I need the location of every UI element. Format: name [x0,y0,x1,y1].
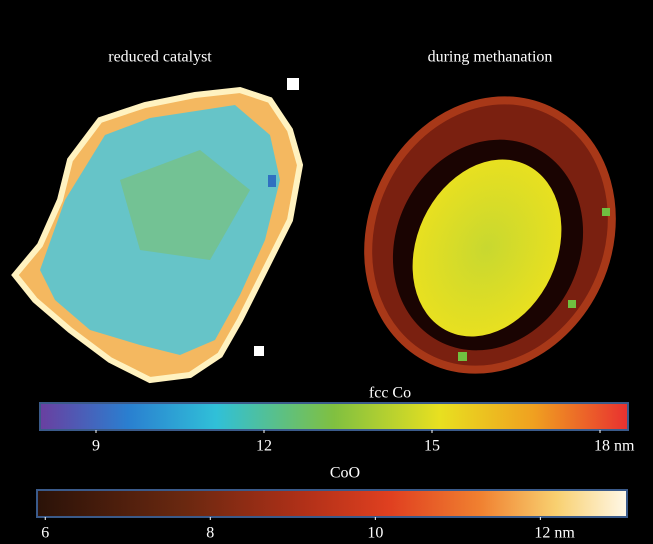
tick-label: 10 [367,525,383,542]
tick-label: 8 [206,525,214,542]
colorbar [37,490,627,517]
panel-label: reduced catalyst [108,49,212,66]
tick-label: 12 nm [534,525,575,542]
colorbar-title: CoO [330,465,360,482]
tick-label: 18 nm [594,438,635,455]
tick-label: 9 [92,438,100,455]
colorbar [40,403,628,430]
colorbar-title: fcc Co [369,385,411,402]
tick-label: 15 [424,438,440,455]
tick-label: 6 [41,525,49,542]
panel-label: during methanation [428,49,553,66]
tick-label: 12 [256,438,272,455]
figure: reduced catalyst during methanation fcc … [0,0,653,544]
